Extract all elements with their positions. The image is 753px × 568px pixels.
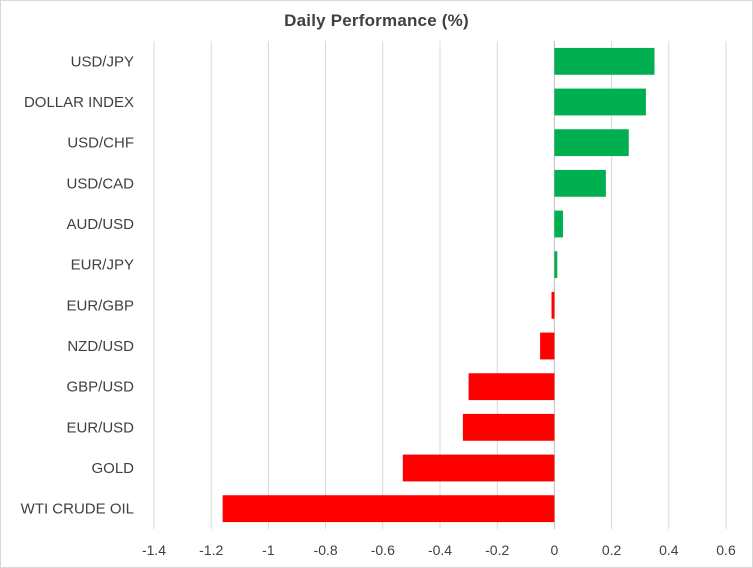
x-tick-label: -1 bbox=[262, 542, 275, 558]
x-tick-label: -1.2 bbox=[199, 542, 223, 558]
bar-gold bbox=[402, 454, 555, 482]
bar-gbp-usd bbox=[468, 373, 555, 401]
category-label: NZD/USD bbox=[67, 338, 134, 355]
bar-eur-usd bbox=[462, 413, 555, 441]
category-label: AUD/USD bbox=[66, 216, 134, 233]
category-label: GBP/USD bbox=[66, 379, 134, 396]
x-tick-labels: -1.4 -1.2 -1 -0.8 -0.6 -0.4 -0.2 0 0.2 0.4 0.6 bbox=[142, 542, 736, 558]
x-tick-label: -0.2 bbox=[485, 542, 509, 558]
bar-nzd-usd bbox=[540, 332, 555, 360]
category-label: USD/CHF bbox=[67, 135, 134, 152]
x-tick-label: 0.6 bbox=[716, 542, 736, 558]
category-label: DOLLAR INDEX bbox=[24, 94, 134, 111]
category-label: USD/JPY bbox=[71, 53, 134, 70]
bar-eur-jpy bbox=[554, 251, 558, 279]
x-tick-label: -0.6 bbox=[371, 542, 395, 558]
category-label: USD/CAD bbox=[66, 175, 134, 192]
category-label: EUR/JPY bbox=[71, 257, 134, 274]
x-tick-label: -0.4 bbox=[428, 542, 452, 558]
chart-title: Daily Performance (%) bbox=[284, 11, 469, 30]
bar-aud-usd bbox=[554, 210, 563, 238]
x-tick-label: 0 bbox=[551, 542, 559, 558]
bar-dollar-index bbox=[554, 88, 646, 116]
category-labels: USD/JPY DOLLAR INDEX USD/CHF USD/CAD AUD/USD… bbox=[21, 53, 135, 517]
x-tick-label: -1.4 bbox=[142, 542, 166, 558]
x-tick-label: 0.2 bbox=[602, 542, 622, 558]
bar-usd-jpy bbox=[554, 47, 655, 75]
category-label: EUR/USD bbox=[66, 419, 134, 436]
category-label: EUR/GBP bbox=[66, 297, 134, 314]
category-label: WTI CRUDE OIL bbox=[21, 501, 134, 518]
bar-wti-crude-oil bbox=[222, 495, 555, 523]
x-tick-label: -0.8 bbox=[314, 542, 338, 558]
x-tick-label: 0.4 bbox=[659, 542, 679, 558]
bar-eur-gbp bbox=[551, 291, 555, 319]
category-label: GOLD bbox=[91, 460, 134, 477]
bar-usd-cad bbox=[554, 169, 606, 197]
grid-lines bbox=[153, 41, 727, 529]
bar-usd-chf bbox=[554, 129, 629, 157]
bars bbox=[222, 47, 655, 523]
